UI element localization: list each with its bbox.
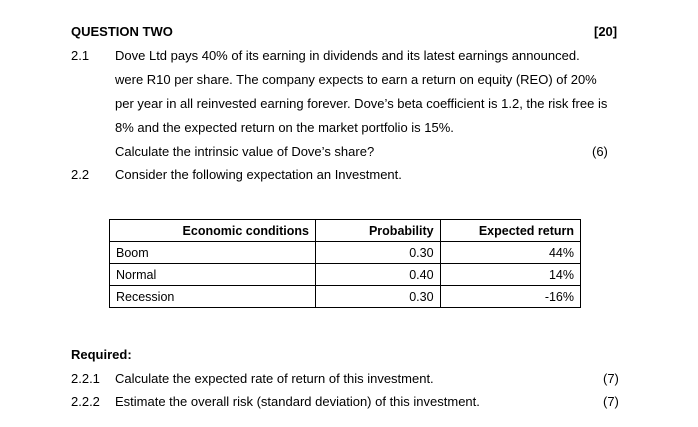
table-row: Normal 0.40 14%	[109, 263, 582, 286]
required-item-text: Estimate the overall risk (standard devi…	[115, 394, 480, 409]
cell-expected-return: 44%	[439, 241, 582, 264]
table-header-row: Economic conditions Probability Expected…	[109, 219, 582, 242]
q21-number: 2.1	[71, 48, 90, 63]
cell-probability: 0.40	[314, 263, 441, 286]
required-item-text: Calculate the expected rate of return of…	[115, 371, 434, 386]
table-row: Recession 0.30 -16%	[109, 285, 582, 308]
header-economic-conditions: Economic conditions	[109, 219, 316, 242]
q21-line-2: were R10 per share. The company expects …	[115, 72, 597, 87]
economic-conditions-table: Economic conditions Probability Expected…	[109, 219, 582, 308]
required-item-marks: (7)	[603, 371, 619, 386]
required-label: Required:	[71, 347, 132, 362]
cell-condition: Recession	[109, 285, 316, 308]
q21-line-4: 8% and the expected return on the market…	[115, 120, 454, 135]
header-probability: Probability	[314, 219, 441, 242]
q21-line-3: per year in all reinvested earning forev…	[115, 96, 608, 111]
cell-expected-return: 14%	[439, 263, 582, 286]
table-row: Boom 0.30 44%	[109, 241, 582, 264]
cell-condition: Boom	[109, 241, 316, 264]
q22-text: Consider the following expectation an In…	[115, 167, 402, 182]
cell-condition: Normal	[109, 263, 316, 286]
cell-probability: 0.30	[314, 285, 441, 308]
q21-line-1: Dove Ltd pays 40% of its earning in divi…	[115, 48, 580, 63]
q22-number: 2.2	[71, 167, 90, 182]
q21-line-5: Calculate the intrinsic value of Dove’s …	[115, 144, 375, 159]
q21-marks: (6)	[592, 144, 608, 159]
required-item-number: 2.2.1	[71, 371, 100, 386]
required-item-number: 2.2.2	[71, 394, 100, 409]
header-expected-return: Expected return	[439, 219, 582, 242]
question-marks: [20]	[594, 24, 618, 39]
cell-expected-return: -16%	[439, 285, 582, 308]
required-item-marks: (7)	[603, 394, 619, 409]
cell-probability: 0.30	[314, 241, 441, 264]
question-title: QUESTION TWO	[71, 24, 173, 39]
